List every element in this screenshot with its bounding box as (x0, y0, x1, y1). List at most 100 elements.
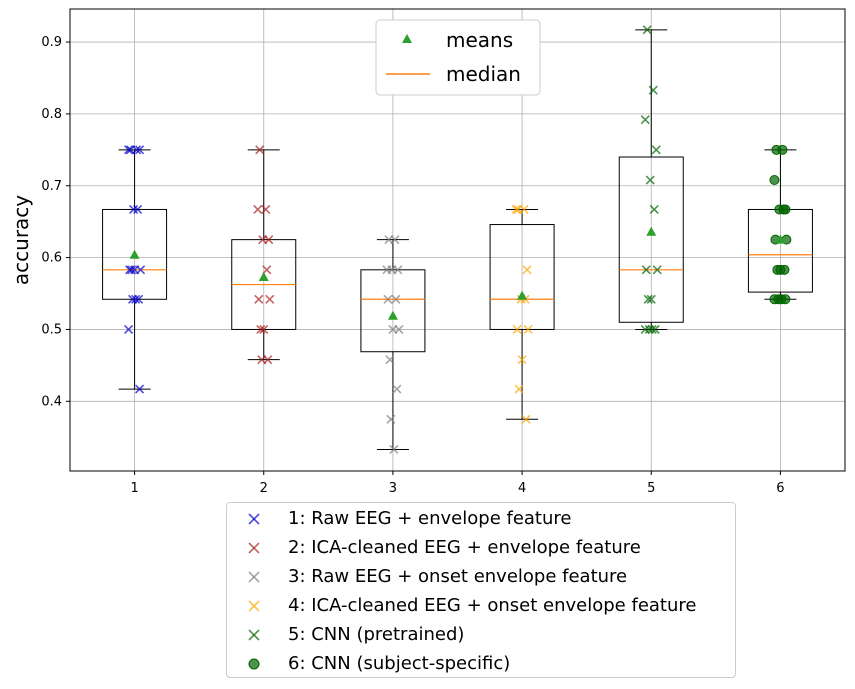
legend-entry-series-4: 4: ICA-cleaned EEG + onset envelope feat… (227, 593, 735, 622)
x-tick-label: 4 (518, 481, 526, 496)
x-marker-icon (248, 629, 260, 641)
data-point (389, 444, 399, 455)
data-point (386, 414, 396, 424)
data-point (265, 294, 275, 304)
data-point (129, 204, 139, 215)
data-point (640, 324, 650, 335)
data-point (391, 294, 401, 304)
data-point (777, 144, 788, 155)
data-point (128, 294, 138, 304)
legend-entry-series-3: 3: Raw EEG + onset envelope feature (227, 564, 735, 593)
scatter-points-layer (124, 25, 792, 455)
data-point (780, 294, 791, 305)
x-marker-icon (248, 513, 260, 525)
data-point (649, 204, 659, 215)
plot-frame (69, 8, 846, 472)
data-point (523, 324, 533, 335)
iqr-box (489, 224, 555, 330)
data-point (522, 265, 532, 275)
iqr-box (618, 156, 684, 323)
legend-entry-series-1: 1: Raw EEG + envelope feature (227, 506, 735, 535)
data-point (124, 145, 134, 155)
data-point (255, 145, 265, 155)
data-point (519, 204, 529, 215)
data-point (133, 204, 143, 215)
data-point (648, 85, 658, 95)
data-point (127, 265, 137, 275)
box-layer (102, 29, 813, 450)
box-plot-chart: 0.4 0.5 0.6 0.7 0.8 0.9 1 2 3 4 5 6 accuracy means … (9, 8, 846, 496)
x-marker-icon (248, 600, 260, 612)
x-marker-icon (248, 542, 260, 554)
data-point (262, 265, 272, 275)
series-legend: 1: Raw EEG + envelope feature 2: ICA-cle… (226, 502, 736, 678)
data-point (646, 294, 656, 304)
y-tick-label: 0.9 (41, 35, 62, 50)
legend-median-label: median (446, 62, 521, 86)
legend-label-series-3: 3: Raw EEG + onset envelope feature (288, 566, 628, 587)
x-tick-label: 1 (130, 481, 138, 496)
legend-entry-series-2: 2: ICA-cleaned EEG + envelope feature (227, 535, 735, 564)
data-point (643, 294, 653, 304)
data-point (258, 235, 268, 245)
y-axis-label: accuracy (9, 195, 33, 285)
x-tick-label: 2 (260, 481, 268, 496)
data-point (132, 145, 142, 155)
box-series-1 (102, 149, 168, 390)
data-point (385, 355, 395, 365)
circle-marker-icon (248, 658, 260, 670)
x-tick-label: 3 (389, 481, 397, 496)
data-point (392, 384, 402, 394)
data-point (256, 324, 266, 335)
data-point (257, 355, 267, 365)
data-point (769, 175, 780, 186)
legend-label-series-2: 2: ICA-cleaned EEG + envelope feature (288, 537, 641, 558)
mean-marker (775, 234, 786, 244)
x-tick-label: 6 (776, 481, 784, 496)
data-point (254, 294, 264, 304)
data-point (390, 235, 400, 245)
data-point (641, 265, 651, 275)
axis-ticks: 0.4 0.5 0.6 0.7 0.8 0.9 1 2 3 4 5 6 (41, 35, 784, 496)
legend-label-series-6: 6: CNN (subject-specific) (288, 653, 511, 674)
data-point (647, 324, 657, 335)
data-point (131, 294, 141, 304)
y-tick-label: 0.6 (41, 251, 62, 266)
mean-marker (517, 290, 528, 300)
data-point (645, 175, 655, 185)
mean-marker (387, 310, 398, 320)
legend-means-entry: means (402, 28, 513, 52)
data-point (261, 204, 271, 215)
legend-entry-series-5: 5: CNN (pretrained) (227, 622, 735, 651)
data-point (779, 264, 790, 275)
data-point (778, 204, 789, 215)
data-point (383, 294, 393, 304)
inner-legend: means median (375, 19, 541, 96)
mean-marker (646, 226, 657, 236)
data-point (521, 414, 531, 424)
y-tick-label: 0.7 (41, 179, 62, 194)
data-point (514, 384, 524, 394)
data-point (124, 324, 134, 335)
legend-label-series-5: 5: CNN (pretrained) (288, 624, 465, 645)
mean-marker (129, 249, 140, 259)
data-point (259, 324, 269, 335)
data-point (511, 204, 521, 215)
x-tick-label: 5 (647, 481, 655, 496)
data-point (130, 265, 140, 275)
data-point (517, 355, 527, 365)
mean-markers-layer (129, 226, 786, 320)
legend-label-series-1: 1: Raw EEG + envelope feature (288, 508, 572, 529)
x-marker-icon (248, 571, 260, 583)
data-point (135, 145, 145, 155)
data-point (651, 145, 661, 155)
legend-entry-series-6: 6: CNN (subject-specific) (227, 651, 735, 680)
data-point (387, 265, 397, 275)
data-point (640, 115, 650, 125)
y-tick-label: 0.4 (41, 394, 62, 409)
legend-means-label: means (446, 28, 513, 52)
data-point (644, 324, 654, 335)
data-point (253, 204, 263, 215)
data-point (642, 25, 652, 35)
legend-label-series-4: 4: ICA-cleaned EEG + onset envelope feat… (288, 595, 697, 616)
